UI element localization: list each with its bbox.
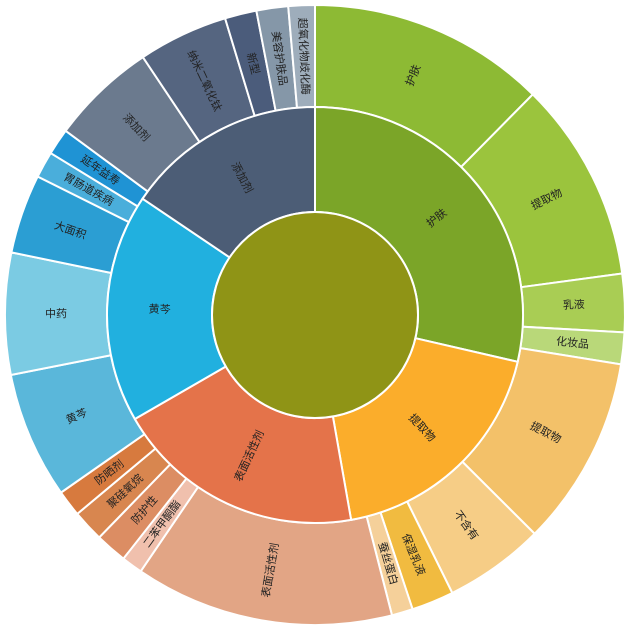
inner-label-3: 黄芩 [148, 302, 170, 317]
outer-label-22: 超氧化物歧化酶 [296, 17, 313, 95]
center-disc [211, 211, 419, 419]
outer-label-2: 乳液 [563, 297, 586, 312]
inner-ring [106, 105, 525, 524]
outer-label-14: 中药 [45, 307, 67, 320]
outer-label-3: 化妆品 [555, 334, 589, 351]
outer-ring [4, 3, 626, 626]
outer-label-20: 新型 [244, 51, 263, 76]
